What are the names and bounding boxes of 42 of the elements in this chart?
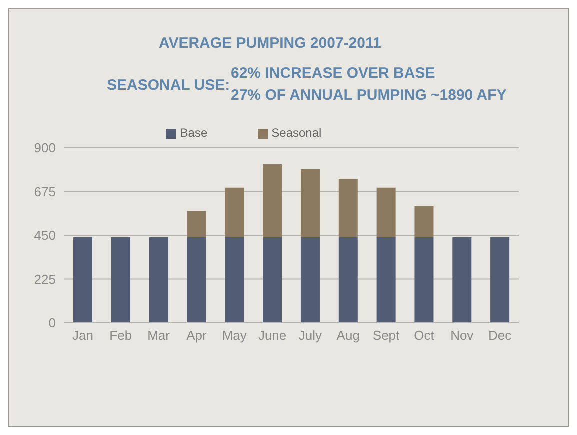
x-tick-label: Sept (372, 328, 400, 344)
bar (452, 237, 472, 323)
chart-title: AVERAGE PUMPING 2007-2011 (159, 35, 382, 52)
bar (300, 237, 320, 323)
y-tick-label: 900 (34, 140, 56, 156)
bar (338, 237, 358, 323)
legend-label: Seasonal (272, 126, 322, 140)
bar (225, 237, 244, 323)
bar (376, 188, 396, 238)
bar (490, 237, 510, 323)
bar (187, 237, 206, 323)
chart-subtitle: SEASONAL USE: (107, 77, 230, 94)
x-tick-label: Nov (450, 328, 474, 344)
bar (376, 237, 396, 323)
bar (414, 237, 434, 323)
x-tick-label: Aug (336, 328, 360, 344)
bar (414, 206, 434, 238)
x-tick-label: Jan (72, 328, 94, 344)
y-tick-label: 225 (34, 272, 56, 287)
x-tick-label: June (258, 328, 287, 344)
text: 62% INCREASE OVER BASE (231, 65, 436, 82)
x-tick-label: July (298, 328, 323, 344)
y-tick-label: 450 (34, 228, 56, 244)
bar (263, 237, 282, 323)
bar (149, 237, 168, 323)
x-tick-label: Dec (488, 328, 512, 344)
x-tick-label: Mar (148, 328, 171, 344)
y-tick-label: 0 (48, 316, 56, 331)
bar (263, 164, 282, 238)
x-tick-label: Feb (110, 328, 132, 344)
bar (187, 211, 206, 238)
bar (338, 179, 358, 238)
x-tick-label: Oct (414, 328, 435, 344)
bar (300, 169, 320, 238)
bar (111, 237, 130, 323)
legend-label: Base (180, 126, 208, 140)
bar (225, 188, 244, 238)
x-tick-label: Apr (186, 328, 208, 344)
y-tick-label: 675 (34, 184, 56, 200)
x-tick-label: May (222, 328, 248, 344)
text: 27% OF ANNUAL PUMPING ~1890 AFY (231, 87, 507, 104)
bar (73, 237, 92, 323)
